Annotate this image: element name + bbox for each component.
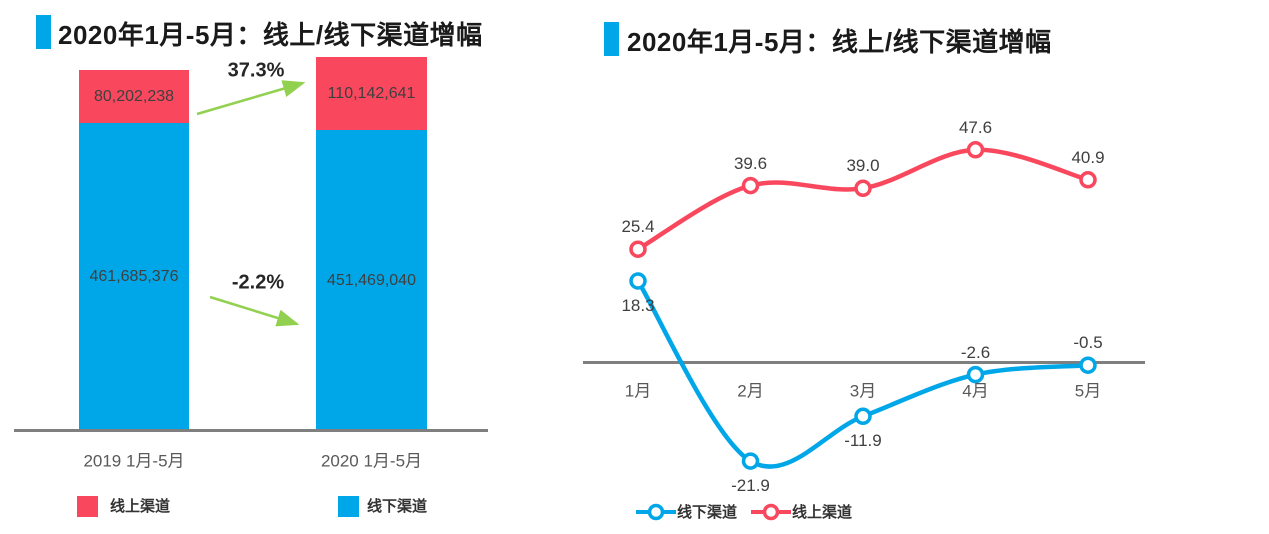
- data-point-value-label: 47.6: [958, 118, 993, 137]
- legend-item-online: 线上渠道: [751, 501, 852, 522]
- data-point-marker: [1079, 356, 1097, 374]
- month-tick-label: 5月: [1074, 381, 1102, 401]
- legend-line-marker-icon: [751, 503, 792, 520]
- x-axis-category-label: 2020 1月-5月: [320, 451, 423, 471]
- data-point-marker: [966, 365, 985, 384]
- title-marker-icon: [36, 15, 51, 49]
- legend-label: 线下渠道: [677, 504, 738, 521]
- data-point-marker: [741, 452, 760, 470]
- title-marker-icon: [604, 22, 619, 56]
- data-point-marker: [1079, 171, 1097, 189]
- legend-swatch-offline: [338, 496, 359, 517]
- offline-growth-pct-label: -2.2%: [231, 271, 285, 294]
- data-point-value-label: 40.9: [1071, 148, 1105, 167]
- month-tick-label: 1月: [624, 381, 652, 401]
- data-point-value-label: -0.5: [1073, 333, 1103, 352]
- data-point-marker: [854, 407, 872, 426]
- month-tick-label: 2月: [737, 381, 764, 401]
- legend-item-offline: 线下渠道: [636, 501, 737, 522]
- data-point-value-label: -21.9: [731, 476, 770, 495]
- x-axis-line: [14, 429, 488, 432]
- offline-bar-segment: 461,685,376: [79, 123, 189, 431]
- line-chart-legend: 线下渠道 线上渠道: [636, 501, 852, 522]
- legend-label: 线上渠道: [792, 504, 853, 521]
- legend-swatch-online: [77, 496, 98, 517]
- legend-label: 线上渠道: [110, 498, 171, 515]
- data-point-value-label: 39.0: [846, 156, 880, 175]
- offline-bar-segment: 451,469,040: [316, 130, 427, 431]
- data-point-marker: [854, 179, 872, 198]
- offline-series-line: [635, 278, 1091, 469]
- bar-value-label: 110,142,641: [327, 84, 416, 102]
- data-point-value-label: 25.4: [621, 217, 655, 236]
- offline-decline-arrow-icon: [209, 295, 300, 327]
- bar-value-label: 461,685,376: [89, 268, 179, 286]
- online-bar-segment: 110,142,641: [316, 56, 427, 131]
- bar-value-label: 451,469,040: [327, 271, 416, 289]
- left-chart-title: 2020年1月-5月：线上/线下渠道增幅: [58, 20, 483, 50]
- data-point-value-label: -2.6: [960, 343, 991, 362]
- zero-axis-line: [583, 361, 1145, 364]
- month-tick-label: 4月: [962, 381, 989, 401]
- data-point-marker: [741, 176, 760, 195]
- online-growth-pct-label: 37.3%: [227, 59, 285, 82]
- data-point-value-label: 18.3: [621, 296, 655, 315]
- right-chart-title: 2020年1月-5月：线上/线下渠道增幅: [627, 27, 1052, 57]
- legend-label: 线下渠道: [367, 498, 428, 515]
- month-tick-label: 3月: [849, 381, 877, 401]
- data-point-marker: [629, 272, 647, 290]
- legend-line-marker-icon: [636, 503, 676, 520]
- x-axis-category-label: 2019 1月-5月: [83, 451, 185, 471]
- online-growth-arrow-icon: [196, 80, 306, 116]
- data-point-value-label: 39.6: [733, 154, 768, 173]
- data-point-marker: [629, 240, 647, 258]
- online-bar-segment: 80,202,238: [79, 70, 189, 124]
- data-point-value-label: -11.9: [844, 431, 882, 450]
- data-point-marker: [966, 141, 985, 159]
- bar-value-label: 80,202,238: [93, 87, 175, 105]
